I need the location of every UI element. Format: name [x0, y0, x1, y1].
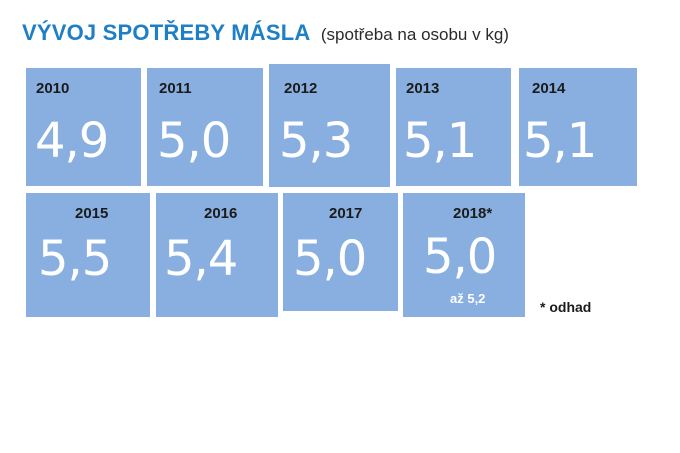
chart-title: VÝVOJ SPOTŘEBY MÁSLA	[22, 20, 311, 45]
tile-2012: 2012 5,3	[269, 64, 390, 187]
tile-range-annotation: až 5,2	[450, 291, 486, 306]
tile-value: 5,1	[403, 113, 477, 169]
tile-2010: 2010 4,9	[26, 68, 141, 186]
tile-year: 2013	[406, 80, 440, 97]
tile-year: 2016	[204, 205, 238, 222]
tile-year: 2010	[36, 80, 70, 97]
chart-title-row: VÝVOJ SPOTŘEBY MÁSLA (spotřeba na osobu …	[22, 20, 509, 46]
tile-year: 2014	[532, 80, 566, 97]
tile-value: 5,5	[38, 231, 112, 287]
tile-2011: 2011 5,0	[147, 68, 263, 186]
tile-year: 2017	[329, 205, 363, 222]
tile-value: 4,9	[35, 113, 109, 169]
chart-subtitle: (spotřeba na osobu v kg)	[320, 25, 509, 44]
tile-value: 5,0	[423, 229, 497, 285]
tile-year: 2018*	[453, 205, 493, 222]
tile-2015: 2015 5,5	[26, 193, 150, 317]
tile-value: 5,0	[293, 231, 367, 287]
footnote: * odhad	[540, 299, 592, 315]
tile-value: 5,4	[164, 231, 238, 287]
tile-2018: 2018* 5,0 až 5,2	[403, 193, 525, 317]
tile-2014: 2014 5,1	[519, 68, 637, 186]
tile-year: 2012	[284, 80, 318, 97]
tile-2016: 2016 5,4	[156, 193, 278, 317]
tile-value: 5,1	[523, 113, 597, 169]
tile-year: 2011	[159, 80, 192, 97]
tile-value: 5,0	[157, 113, 231, 169]
tile-year: 2015	[75, 205, 109, 222]
tile-value: 5,3	[279, 113, 353, 169]
tile-2017: 2017 5,0	[283, 193, 398, 311]
tile-2013: 2013 5,1	[396, 68, 511, 186]
